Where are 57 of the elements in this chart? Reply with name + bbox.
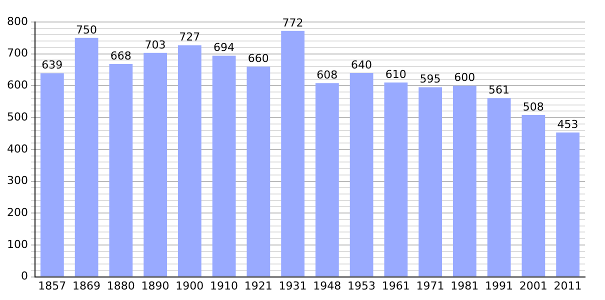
x-tick-label: 1900 (176, 279, 204, 292)
data-label: 750 (76, 23, 98, 36)
x-tick-label: 1953 (348, 279, 376, 292)
x-tick-label: 1880 (106, 279, 135, 292)
y-tick-label: 300 (6, 174, 28, 188)
data-label: 694 (214, 41, 235, 54)
x-tick-label: 1910 (210, 279, 238, 292)
data-label: 640 (351, 58, 372, 72)
y-tick-label: 500 (6, 110, 28, 124)
x-tick-label: 2011 (554, 279, 582, 292)
bar (212, 56, 236, 276)
data-label: 772 (282, 16, 304, 30)
x-tick-label: 1857 (38, 279, 66, 292)
x-tick-label: 1931 (278, 279, 307, 292)
bar (487, 98, 511, 276)
bar (74, 38, 98, 276)
x-tick-label: 1991 (485, 279, 514, 292)
x-tick-label: 1921 (244, 279, 272, 292)
x-tick-label: 1981 (450, 279, 479, 292)
bar (246, 66, 270, 276)
bar (522, 115, 546, 276)
y-tick-label: 800 (6, 14, 28, 28)
bar (109, 64, 133, 276)
data-label: 561 (488, 83, 510, 96)
data-label: 453 (557, 118, 578, 131)
data-label: 600 (454, 71, 476, 84)
data-label: 595 (420, 72, 441, 86)
y-tick-label: 200 (6, 206, 28, 219)
data-label: 508 (522, 100, 544, 114)
bar (350, 72, 374, 276)
y-tick-label: 400 (6, 142, 28, 156)
x-tick-label: 1971 (416, 279, 444, 292)
data-label: 703 (144, 38, 166, 52)
bar (384, 82, 408, 276)
y-tick-label: 600 (6, 78, 28, 92)
data-label: 608 (316, 68, 338, 82)
bar (453, 86, 476, 276)
y-tick-label: 700 (6, 46, 28, 60)
y-tick-label: 0 (20, 270, 28, 283)
y-tick-label: 100 (6, 238, 28, 251)
x-tick-label: 1948 (313, 279, 342, 292)
x-tick-label: 1961 (382, 279, 410, 292)
bar (40, 73, 64, 276)
data-label: 668 (110, 49, 132, 62)
bar (178, 45, 202, 276)
bar (316, 83, 339, 276)
bar (281, 30, 304, 276)
x-tick-label: 1869 (72, 279, 101, 292)
data-label: 660 (248, 52, 269, 65)
bar (144, 52, 167, 276)
data-label: 639 (42, 58, 63, 72)
bar (556, 132, 580, 276)
x-tick-label: 2001 (519, 279, 548, 292)
bar (418, 87, 442, 276)
data-label: 727 (179, 30, 200, 44)
x-tick-label: 1890 (141, 279, 170, 292)
data-label: 610 (385, 68, 406, 81)
